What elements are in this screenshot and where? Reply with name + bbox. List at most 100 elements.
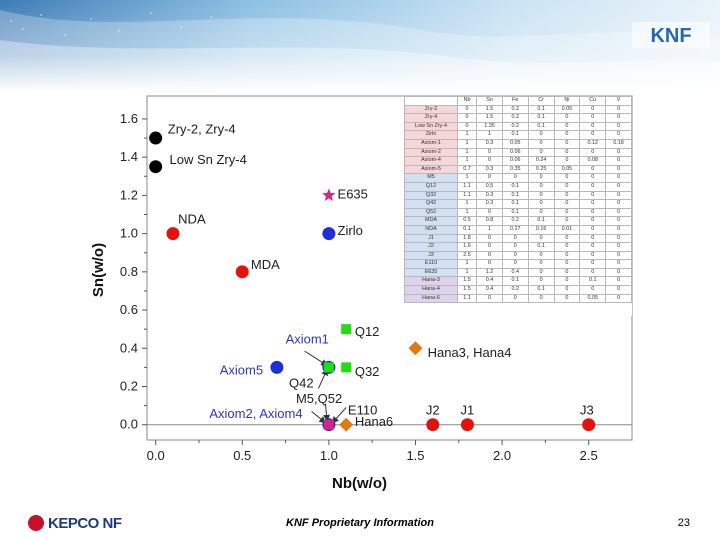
y-tick-label-6: 1.2: [120, 187, 138, 202]
table-cell: 0: [553, 181, 581, 192]
table-row: Q52 1 0 0.1 0 0 0 0: [404, 207, 632, 218]
y-tick-label-1: 0.2: [120, 378, 138, 393]
point-circle-17: [582, 418, 596, 432]
table-row: Zry-2 0 1.5 0.2 0.1 0.05 0 0: [404, 104, 632, 115]
table-row: Hana-3 1.5 0.4 0.1 0 0 0.1 0: [404, 276, 632, 287]
table-cell-alloy: Axiom-5: [404, 164, 458, 175]
table-cell: 0: [553, 121, 581, 132]
data-label-nda: NDA: [178, 211, 206, 226]
table-cell: 0: [553, 233, 581, 244]
table-cell: 0: [553, 156, 581, 166]
table-row: Axiom-5 0.7 0.3 0.35 0.25 0.05 0 0: [404, 164, 632, 175]
table-cell: 0.25: [527, 164, 555, 175]
table-cell: 0: [605, 259, 632, 269]
point-star-2: [322, 188, 336, 201]
table-cell: 0.2: [501, 113, 529, 123]
point-circle-0: [149, 131, 163, 145]
table-cell: 1.5: [476, 113, 503, 123]
table-row: Low Sn Zry-4 0 1.35 0.2 0.1 0 0 0: [404, 121, 632, 132]
table-cell: 0.1: [501, 207, 529, 218]
table-cell: 0: [605, 276, 632, 287]
data-label-e635: E635: [338, 186, 368, 201]
y-tick-label-8: 1.6: [120, 111, 138, 126]
point-circle-8: [270, 360, 284, 374]
table-row: Q42 1 0.3 0.1 0 0 0 0: [404, 199, 632, 209]
table-cell: 0.2: [501, 285, 529, 295]
data-label-low-sn-zry-4: Low Sn Zry-4: [170, 152, 247, 167]
table-cell: 0.12: [579, 138, 607, 149]
table-cell: 0.1: [501, 276, 529, 287]
table-cell: 0: [579, 181, 607, 192]
table-cell: 0: [527, 138, 555, 149]
table-cell: 1: [456, 207, 478, 218]
x-tick-label-0: 0.0: [147, 448, 165, 463]
table-cell: 0: [579, 130, 607, 140]
table-cell: 0.05: [501, 138, 529, 149]
table-cell: 0: [456, 104, 478, 115]
table-cell: 0: [579, 267, 607, 278]
point-circle-1: [149, 160, 163, 174]
table-cell: 0.1: [527, 121, 555, 132]
table-row: E635 1 1.2 0.4 0 0 0 0: [404, 267, 632, 278]
table-cell-alloy: Zirlo: [404, 130, 458, 140]
table-cell-alloy: E635: [404, 267, 458, 278]
point-square-10: [323, 362, 334, 373]
kepco-logo-icon: [28, 515, 44, 531]
table-cell: 0: [579, 121, 607, 132]
table-cell: 1.5: [456, 276, 478, 287]
data-label-mda: MDA: [251, 257, 280, 272]
data-label-zry-2-zry-4: Zry-2, Zry-4: [168, 121, 236, 136]
table-header-Ni: Ni: [553, 96, 581, 106]
table-cell: 0.1: [527, 113, 555, 123]
table-cell: 0: [605, 250, 632, 261]
footer-proprietary-text: KNF Proprietary Information: [286, 517, 434, 529]
knf-logo-text: KNF: [650, 25, 691, 47]
data-label-m5-q52: M5,Q52: [296, 391, 342, 406]
table-cell: 0.3: [476, 199, 503, 209]
x-tick-label-5: 2.5: [580, 448, 598, 463]
data-label-hana3-hana4: Hana3, Hana4: [428, 345, 512, 360]
x-axis-label: Nb(w/o): [332, 475, 387, 492]
table-cell: 0: [527, 233, 555, 244]
banner-art: KNF: [0, 0, 720, 92]
data-label-e110: E110: [348, 402, 377, 417]
table-cell: 0: [553, 173, 581, 183]
data-label-j1: J1: [461, 402, 475, 417]
table-header-Nb: Nb: [456, 96, 478, 106]
table-cell: 0: [527, 250, 555, 261]
table-cell: 0.1: [456, 224, 478, 235]
table-cell: 0: [553, 207, 581, 218]
table-cell: 1.5: [476, 104, 503, 115]
table-header-alloy: [404, 96, 458, 106]
point-circle-3: [166, 227, 180, 241]
table-cell: 0: [527, 276, 555, 287]
table-cell: 0.4: [476, 276, 503, 287]
table-cell: 1: [476, 130, 503, 140]
table-cell-alloy: Axiom-1: [404, 138, 458, 149]
table-cell: 0: [579, 164, 607, 175]
table-cell: 1.1: [456, 190, 478, 201]
table-cell: 1: [456, 147, 478, 158]
table-cell: 0: [579, 216, 607, 226]
table-cell: 0: [476, 293, 503, 304]
table-cell: 0.06: [501, 156, 529, 166]
table-row: J1 1.8 0 0 0 0 0 0: [404, 233, 632, 244]
table-cell: 0: [501, 259, 529, 269]
table-row: Axiom-2 1 0 0.06 0 0 0 0: [404, 147, 632, 158]
table-cell: 1: [456, 138, 478, 149]
table-cell: 0: [579, 242, 607, 252]
data-label-zirlo: Zirlo: [338, 223, 363, 238]
table-cell: 0.2: [501, 216, 529, 226]
table-cell: 0: [553, 276, 581, 287]
table-cell: 0.05: [579, 293, 607, 304]
x-tick-label-3: 1.5: [406, 448, 424, 463]
table-row: Q32 1.1 0.3 0.1 0 0 0 0: [404, 190, 632, 201]
table-header-Sn: Sn: [476, 96, 503, 106]
table-cell: 0: [605, 233, 632, 244]
table-cell: 0: [605, 190, 632, 201]
data-label-axiom5: Axiom5: [220, 362, 263, 377]
table-cell: 0: [456, 121, 478, 132]
table-cell: 0: [527, 181, 555, 192]
y-tick-label-7: 1.4: [120, 149, 138, 164]
table-cell-alloy: Q12: [404, 181, 458, 192]
